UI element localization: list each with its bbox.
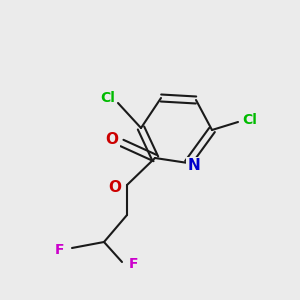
Text: O: O	[106, 131, 118, 146]
Text: O: O	[109, 179, 122, 194]
Text: F: F	[55, 243, 65, 257]
Text: N: N	[188, 158, 200, 173]
Text: Cl: Cl	[243, 113, 257, 127]
Text: Cl: Cl	[100, 91, 116, 105]
Text: F: F	[129, 257, 139, 271]
